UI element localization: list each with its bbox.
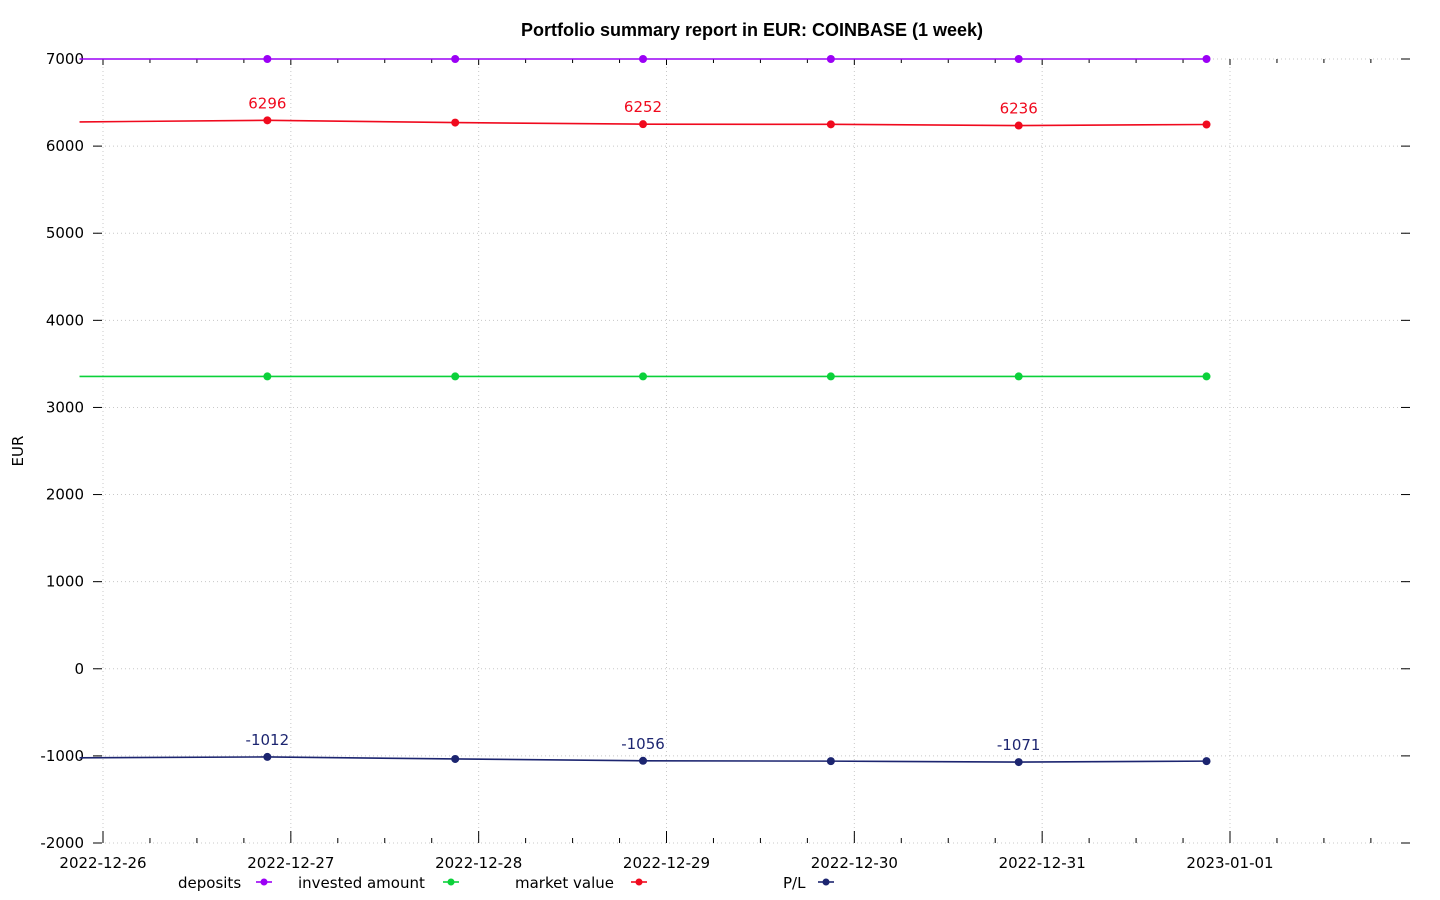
x-tick-label: 2022-12-29 <box>623 854 710 872</box>
data-point <box>1202 120 1211 129</box>
data-label: 6296 <box>248 94 286 112</box>
x-tick-label: 2022-12-28 <box>435 854 522 872</box>
legend-label: invested amount <box>298 874 425 892</box>
data-label: 6252 <box>624 98 662 116</box>
series-market-value: 6296 6252 6236 <box>79 94 1211 130</box>
legend-item: market value <box>515 874 647 892</box>
data-point <box>639 372 648 381</box>
legend-marker <box>447 878 455 886</box>
x-tick-label: 2022-12-30 <box>811 854 898 872</box>
series-invested-amount <box>79 372 1211 381</box>
axes <box>93 58 1410 844</box>
legend-marker <box>822 878 830 886</box>
data-point <box>1014 758 1023 767</box>
x-tick-label: 2023-01-01 <box>1186 854 1273 872</box>
data-point <box>826 372 835 381</box>
data-point <box>826 55 835 63</box>
grid <box>93 58 1410 844</box>
series-p-l: -1012 -1056 -1071 <box>79 731 1211 767</box>
data-point <box>451 372 460 381</box>
data-point <box>451 118 460 127</box>
data-point <box>263 372 272 381</box>
x-axis-ticks: 2022-12-26 2022-12-27 2022-12-28 2022-12-29… <box>59 854 1273 872</box>
x-tick-label: 2022-12-27 <box>247 854 334 872</box>
y-axis-ticks: 7000 6000 5000 4000 3000 2000 1000 0 -1000 -2000 <box>40 50 84 852</box>
y-axis-label: EUR <box>9 436 27 467</box>
legend-label: P/L <box>783 874 806 892</box>
y-tick-label: 4000 <box>46 311 84 329</box>
data-point <box>263 116 272 125</box>
data-point <box>1202 55 1211 63</box>
data-point <box>1202 372 1211 381</box>
x-tick-label: 2022-12-31 <box>999 854 1086 872</box>
data-label: -1056 <box>621 735 665 753</box>
chart-title: Portfolio summary report in EUR: COINBAS… <box>521 20 983 40</box>
y-tick-label: 3000 <box>46 398 84 416</box>
legend-marker <box>260 878 268 886</box>
data-point <box>826 120 835 129</box>
series-layer: 6296 6252 6236 -1012 -1056 -1071 <box>79 55 1211 767</box>
y-tick-label: 5000 <box>46 224 84 242</box>
data-label: -1012 <box>246 731 290 749</box>
y-tick-label: -1000 <box>40 747 84 765</box>
legend-label: market value <box>515 874 614 892</box>
legend-label: deposits <box>178 874 241 892</box>
legend-item: invested amount <box>298 874 459 892</box>
data-point <box>826 757 835 766</box>
data-point <box>1014 372 1023 381</box>
x-tick-label: 2022-12-26 <box>59 854 146 872</box>
data-point <box>451 754 460 763</box>
data-label: -1071 <box>997 736 1041 754</box>
legend: deposits invested amount market value P/L <box>178 874 834 892</box>
data-point <box>1202 757 1211 766</box>
y-tick-label: 0 <box>74 660 84 678</box>
y-tick-label: 6000 <box>46 137 84 155</box>
data-point <box>263 55 272 63</box>
series-deposits <box>79 55 1211 63</box>
data-point <box>263 752 272 761</box>
data-point <box>1014 121 1023 130</box>
data-point <box>1014 55 1023 63</box>
data-label: 6236 <box>1000 100 1038 118</box>
y-tick-label: -2000 <box>40 834 84 852</box>
data-point <box>639 55 648 63</box>
legend-marker <box>635 878 643 886</box>
data-point <box>639 756 648 765</box>
y-tick-label: 1000 <box>46 573 84 591</box>
y-tick-label: 2000 <box>46 486 84 504</box>
legend-item: P/L <box>783 874 834 892</box>
data-point <box>451 55 460 63</box>
y-tick-label: 7000 <box>46 50 84 68</box>
data-point <box>639 120 648 129</box>
legend-item: deposits <box>178 874 272 892</box>
